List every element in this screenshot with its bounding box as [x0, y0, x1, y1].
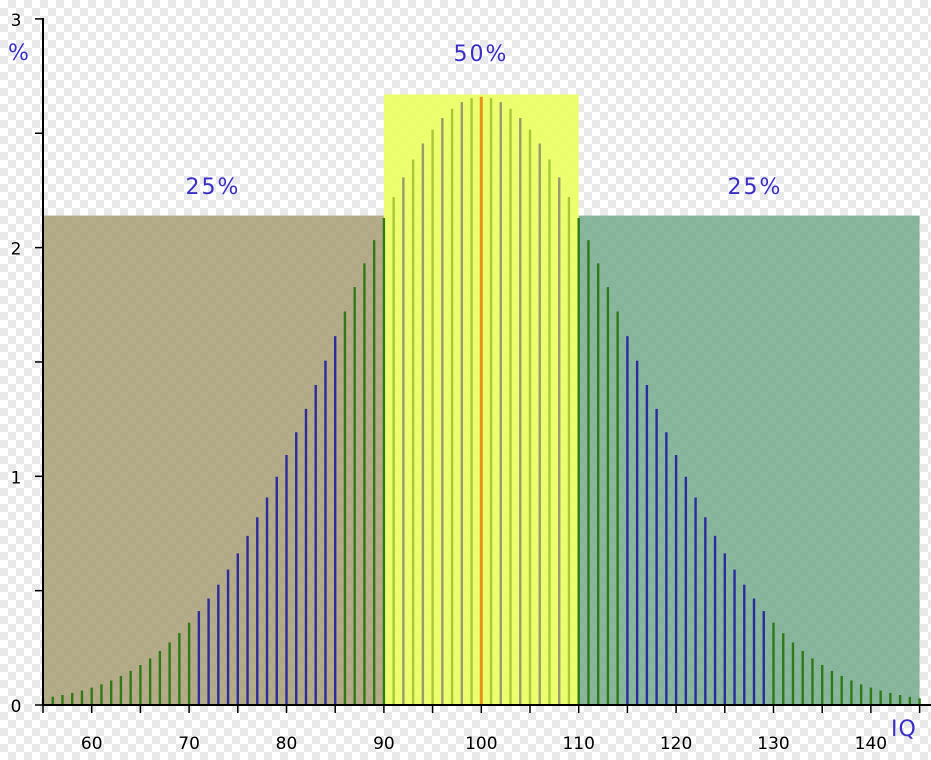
x-tick-label-110: 110	[562, 734, 594, 754]
band-label-1: 50%	[454, 42, 509, 67]
y-axis-label: %	[8, 41, 30, 66]
band-2	[578, 215, 920, 705]
band-label-2: 25%	[728, 175, 783, 200]
y-tick-label-0: 0	[11, 697, 22, 717]
x-tick-label-100: 100	[465, 734, 497, 754]
x-tick-label-80: 80	[276, 734, 298, 754]
x-tick-label-60: 60	[81, 734, 103, 754]
band-0	[43, 215, 384, 705]
x-tick-label-70: 70	[178, 734, 200, 754]
x-axis-ticks: 60 70 80 90 100 110 120 130 140	[42, 705, 921, 754]
y-tick-label-1: 1	[11, 468, 22, 488]
y-axis-ticks: 0 1 2 3	[11, 11, 43, 717]
x-tick-label-130: 130	[757, 734, 789, 754]
y-tick-label-3: 3	[11, 11, 22, 31]
x-tick-label-90: 90	[373, 734, 395, 754]
band-label-0: 25%	[186, 175, 241, 200]
x-tick-label-120: 120	[660, 734, 692, 754]
y-tick-label-2: 2	[11, 240, 22, 260]
x-tick-label-140: 140	[855, 734, 887, 754]
x-axis-label: IQ	[891, 717, 917, 742]
band-labels: 25% 50% 25%	[186, 42, 783, 200]
distribution-bars	[41, 96, 921, 705]
